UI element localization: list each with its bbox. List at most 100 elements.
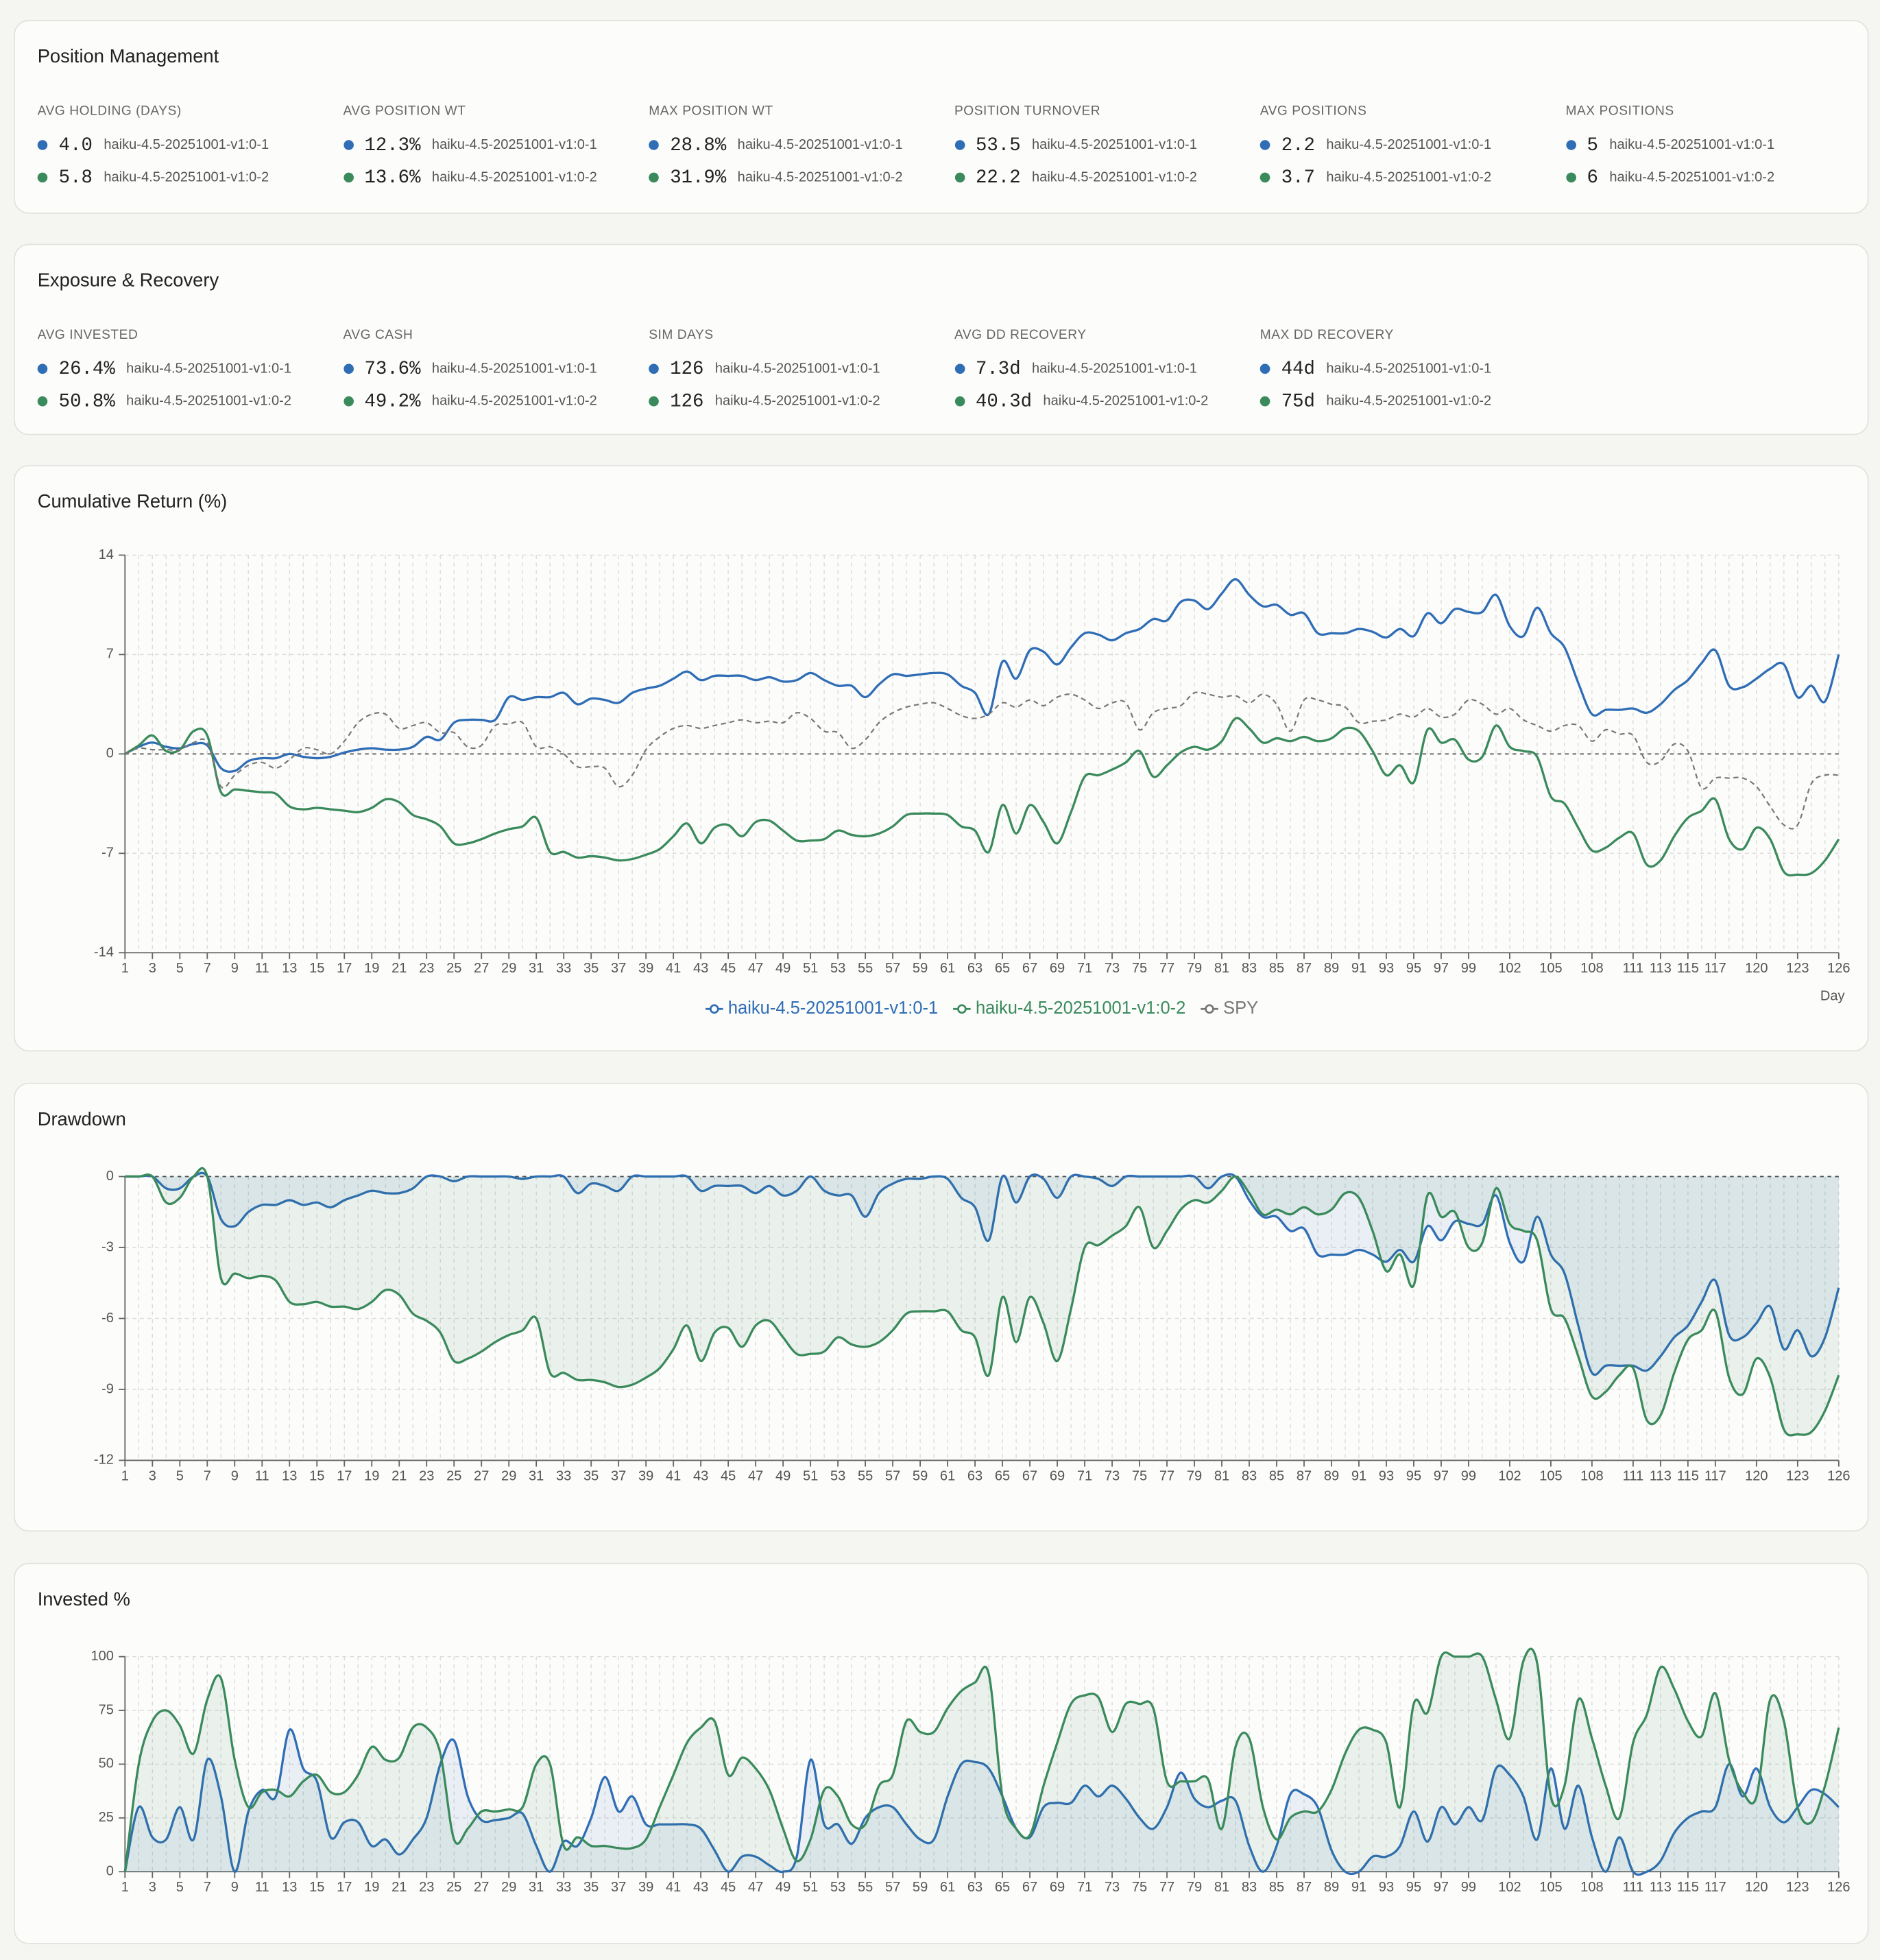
y-tick-label: 0 <box>106 1864 114 1879</box>
x-tick-label: 11 <box>255 961 269 976</box>
metric-value: 4.0 <box>58 134 93 156</box>
x-tick-label: 57 <box>885 1468 900 1483</box>
y-tick-label: 75 <box>99 1702 114 1717</box>
run-name: haiku-4.5-20251001-v1:0-2 <box>126 394 291 409</box>
series-dot <box>37 396 48 407</box>
x-tick-label: 31 <box>529 1468 544 1483</box>
metric-label: MAX POSITIONS <box>1565 104 1674 119</box>
x-tick-label: 25 <box>446 961 461 976</box>
run-name: haiku-4.5-20251001-v1:0-1 <box>431 137 597 153</box>
x-tick-label: 17 <box>337 1468 352 1483</box>
x-tick-label: 15 <box>309 1880 324 1895</box>
x-tick-label: 85 <box>1269 1880 1284 1895</box>
x-tick-label: 15 <box>309 961 324 976</box>
x-tick-label: 79 <box>1187 1468 1202 1483</box>
x-tick-label: 37 <box>611 1880 626 1895</box>
x-tick-label: 93 <box>1379 961 1394 976</box>
series-dot <box>343 172 354 183</box>
series-dot <box>343 363 354 374</box>
y-tick-label: 50 <box>99 1756 114 1771</box>
line <box>125 1167 1840 1437</box>
x-tick-label: 73 <box>1105 1468 1120 1483</box>
metric-row: 6 haiku-4.5-20251001-v1:0-2 <box>1565 161 1871 193</box>
metric-value: 5.8 <box>58 167 93 189</box>
metric-row: 44d haiku-4.5-20251001-v1:0-1 <box>1260 352 1566 385</box>
x-tick-label: 99 <box>1461 961 1476 976</box>
legend-marker <box>709 1004 719 1014</box>
x-tick-label: 63 <box>967 1880 983 1895</box>
x-tick-label: 13 <box>282 1880 297 1895</box>
metric-value: 75d <box>1281 390 1315 412</box>
x-tick-label: 63 <box>967 961 983 976</box>
x-tick-label: 45 <box>721 961 736 976</box>
series-dot <box>1565 172 1576 183</box>
x-tick-label: 63 <box>967 1468 983 1483</box>
series-dot <box>954 172 965 183</box>
x-tick-label: 53 <box>830 1468 845 1483</box>
x-tick-label: 9 <box>231 1468 239 1483</box>
x-tick-label: 65 <box>995 1468 1010 1483</box>
x-tick-label: 41 <box>666 1468 681 1483</box>
run-name: haiku-4.5-20251001-v1:0-1 <box>431 361 597 377</box>
run-name: haiku-4.5-20251001-v1:0-1 <box>737 137 903 153</box>
metric-value: 49.2% <box>364 390 421 412</box>
x-tick-label: 73 <box>1105 1880 1120 1895</box>
chart-title: Invested % <box>37 1589 131 1611</box>
series-dot <box>343 140 354 150</box>
x-tick-label: 67 <box>1022 1468 1037 1483</box>
x-tick-label: 102 <box>1498 1468 1521 1483</box>
run-name: haiku-4.5-20251001-v1:0-1 <box>714 361 880 377</box>
x-tick-label: 53 <box>830 1880 845 1895</box>
metric-row: 28.8% haiku-4.5-20251001-v1:0-1 <box>649 129 954 161</box>
x-tick-label: 120 <box>1745 961 1768 976</box>
x-tick-label: 111 <box>1623 1880 1643 1895</box>
y-tick-label: 7 <box>106 647 114 662</box>
series-dot <box>1260 363 1270 374</box>
x-tick-label: 29 <box>501 961 516 976</box>
x-tick-label: 81 <box>1214 1468 1229 1483</box>
series-dot <box>649 363 659 374</box>
legend-marker <box>1205 1004 1214 1014</box>
y-tick-label: -12 <box>94 1453 114 1468</box>
x-tick-label: 43 <box>693 1468 708 1483</box>
x-tick-label: 23 <box>419 1468 434 1483</box>
x-tick-label: 126 <box>1827 1880 1850 1895</box>
series-dot <box>649 172 659 183</box>
metric-row: 126 haiku-4.5-20251001-v1:0-1 <box>649 352 954 385</box>
x-tick-label: 27 <box>474 961 489 976</box>
metric-row: 7.3d haiku-4.5-20251001-v1:0-1 <box>954 352 1260 385</box>
x-tick-label: 7 <box>204 1468 211 1483</box>
x-tick-label: 37 <box>611 1468 626 1483</box>
x-tick-label: 99 <box>1461 1468 1476 1483</box>
x-tick-label: 71 <box>1077 1468 1092 1483</box>
metric-row: 73.6% haiku-4.5-20251001-v1:0-1 <box>343 352 649 385</box>
metric-value: 50.8% <box>58 390 115 412</box>
metric-row: 5 haiku-4.5-20251001-v1:0-1 <box>1565 129 1871 161</box>
x-tick-label: 3 <box>149 1468 156 1483</box>
x-tick-label: 75 <box>1132 961 1147 976</box>
metrics: AVG HOLDING (DAYS) 4.0 haiku-4.5-20251001-… <box>37 104 1872 193</box>
legend-label: haiku-4.5-20251001-v1:0-2 <box>976 999 1185 1018</box>
series-dot <box>649 140 659 150</box>
legend-label: haiku-4.5-20251001-v1:0-1 <box>728 999 938 1018</box>
metric-label: POSITION TURNOVER <box>954 104 1101 119</box>
series-dot <box>1565 140 1576 150</box>
x-tick-label: 69 <box>1050 961 1065 976</box>
run-name: haiku-4.5-20251001-v1:0-1 <box>1326 137 1492 153</box>
x-tick-label: 59 <box>913 961 928 976</box>
x-tick-label: 108 <box>1580 961 1603 976</box>
y-tick-label: -6 <box>101 1311 114 1326</box>
metric-value: 6 <box>1587 167 1598 189</box>
x-tick-label: 51 <box>803 1468 818 1483</box>
x-tick-label: 117 <box>1704 1468 1726 1483</box>
x-tick-label: 123 <box>1786 961 1809 976</box>
x-tick-label: 89 <box>1324 1880 1339 1895</box>
x-tick-label: 69 <box>1050 1880 1065 1895</box>
x-tick-label: 7 <box>204 961 211 976</box>
line <box>124 717 1840 877</box>
x-tick-label: 35 <box>583 1880 599 1895</box>
x-tick-label: 79 <box>1187 1880 1202 1895</box>
x-tick-label: 51 <box>803 961 818 976</box>
x-tick-label: 83 <box>1242 1468 1257 1483</box>
